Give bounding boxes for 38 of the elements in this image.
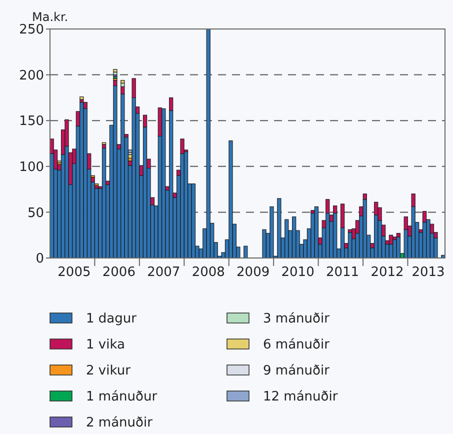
y-tick-label: 100 xyxy=(19,160,44,175)
bar xyxy=(262,229,266,258)
legend-label: 1 dagur xyxy=(86,312,138,327)
bar xyxy=(277,198,282,258)
bar xyxy=(120,80,125,84)
legend-label: 9 mánuðir xyxy=(263,364,330,379)
x-tick-label: 2011 xyxy=(326,265,360,280)
bar xyxy=(228,140,233,258)
x-tick-label: 2010 xyxy=(281,265,314,280)
legend-label: 1 mánuður xyxy=(86,390,158,405)
y-tick-label: 0 xyxy=(36,252,44,267)
bar xyxy=(80,102,84,258)
legend-label: 2 vikur xyxy=(86,364,132,379)
y-tick-label: 250 xyxy=(19,22,44,38)
x-tick-label: 2012 xyxy=(370,265,404,280)
legend-label: 1 vika xyxy=(86,338,125,353)
bar xyxy=(80,96,84,100)
x-tick-label: 2007 xyxy=(147,265,180,280)
x-tick-label: 2005 xyxy=(58,265,91,280)
legend-label: 2 mánuðir xyxy=(86,416,154,431)
x-tick-label: 2006 xyxy=(102,265,136,280)
bar xyxy=(284,219,289,258)
bar xyxy=(206,28,210,258)
legend-label: 12 mánuðir xyxy=(263,390,338,405)
x-tick-label: 2008 xyxy=(192,265,225,280)
y-axis-title: Ma.kr. xyxy=(32,10,68,24)
bar xyxy=(314,206,319,258)
bar xyxy=(162,108,166,258)
bar xyxy=(191,184,196,258)
legend-label: 6 mánuðir xyxy=(263,338,330,353)
bar xyxy=(113,69,118,72)
legend-label: 3 mánuðir xyxy=(263,312,330,327)
bar xyxy=(270,206,274,258)
x-tick-label: 2009 xyxy=(236,265,270,280)
y-tick-label: 150 xyxy=(19,114,44,130)
x-tick-label: 2013 xyxy=(412,265,445,280)
y-tick-label: 200 xyxy=(19,68,44,84)
y-tick-label: 50 xyxy=(27,206,44,221)
